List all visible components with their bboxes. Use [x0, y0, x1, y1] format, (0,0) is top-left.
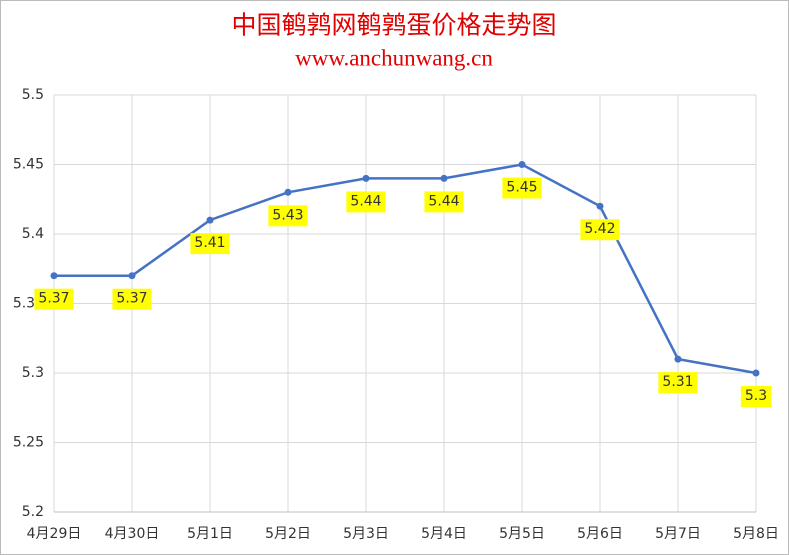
y-tick-label: 5.45	[13, 157, 44, 173]
data-label-bg	[112, 288, 152, 310]
data-label: 5.45	[506, 180, 537, 196]
x-tick-label: 5月6日	[577, 526, 623, 542]
y-tick-label: 5.5	[22, 87, 44, 103]
data-label: 5.42	[584, 221, 615, 237]
data-label: 5.43	[272, 207, 303, 223]
y-tick-label: 5.4	[22, 226, 44, 242]
y-tick-label: 5.2	[22, 504, 44, 520]
data-label-bg	[346, 191, 386, 213]
chart-subtitle: www.anchunwang.cn	[295, 45, 493, 70]
data-label-bg	[580, 219, 620, 241]
x-tick-label: 4月30日	[105, 526, 160, 542]
x-tick-label: 5月4日	[421, 526, 467, 542]
data-label: 5.37	[38, 291, 69, 307]
data-label: 5.31	[662, 374, 693, 390]
point	[440, 174, 448, 182]
data-label-bg	[502, 177, 542, 199]
chart-title: 中国鹌鹑网鹌鹑蛋价格走势图	[231, 12, 556, 40]
x-tick-label: 5月8日	[733, 526, 779, 542]
x-tick-label: 5月1日	[187, 526, 233, 542]
point	[50, 272, 58, 280]
data-label-bg	[658, 372, 698, 394]
data-label: 5.41	[194, 235, 225, 251]
point	[284, 188, 292, 196]
point	[128, 272, 136, 280]
data-label: 5.44	[350, 193, 381, 209]
data-label-bg	[740, 386, 772, 407]
x-tick-label: 5月2日	[265, 526, 311, 542]
data-label-bg	[34, 288, 74, 310]
point	[674, 355, 682, 363]
x-tick-label: 5月3日	[343, 526, 389, 542]
x-tick-label: 4月29日	[27, 526, 82, 542]
x-tick-label: 5月5日	[499, 526, 545, 542]
line	[54, 163, 757, 375]
point	[596, 202, 604, 210]
point	[518, 161, 526, 168]
point	[752, 369, 760, 377]
data-label: 5.44	[428, 193, 459, 209]
x-tick-label: 5月7日	[655, 526, 701, 542]
data-label-bg	[190, 233, 230, 255]
data-label: 5.37	[116, 291, 147, 307]
data-label-bg	[268, 205, 308, 227]
point	[362, 174, 370, 182]
data-label: 5.3	[745, 388, 767, 404]
y-tick-label: 5.25	[13, 435, 44, 451]
y-tick-label: 5.3	[22, 365, 44, 381]
point	[206, 216, 214, 224]
data-label-bg	[424, 191, 464, 213]
